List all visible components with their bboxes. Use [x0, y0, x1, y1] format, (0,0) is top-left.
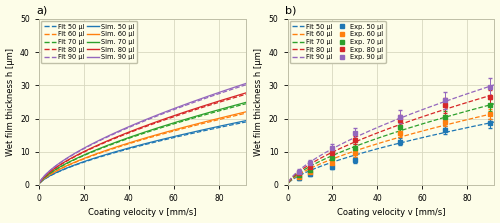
Y-axis label: Wet film thickness h [μm]: Wet film thickness h [μm] [254, 48, 263, 156]
Text: b): b) [286, 6, 297, 16]
Text: a): a) [37, 6, 48, 16]
Legend: Fit 50 μl, Fit 60 μl, Fit 70 μl, Fit 80 μl, Fit 90 μl, Sim. 50 μl, Sim. 60 μl, S: Fit 50 μl, Fit 60 μl, Fit 70 μl, Fit 80 … [41, 21, 138, 63]
Y-axis label: Wet film thickness h [μm]: Wet film thickness h [μm] [6, 48, 15, 156]
X-axis label: Coating velocity v [mm/s]: Coating velocity v [mm/s] [88, 209, 196, 217]
Legend: Fit 50 μl, Fit 60 μl, Fit 70 μl, Fit 80 μl, Fit 90 μl, Exp. 50 μl, Exp. 60 μl, E: Fit 50 μl, Fit 60 μl, Fit 70 μl, Fit 80 … [290, 21, 386, 63]
X-axis label: Coating velocity v [mm/s]: Coating velocity v [mm/s] [336, 209, 445, 217]
